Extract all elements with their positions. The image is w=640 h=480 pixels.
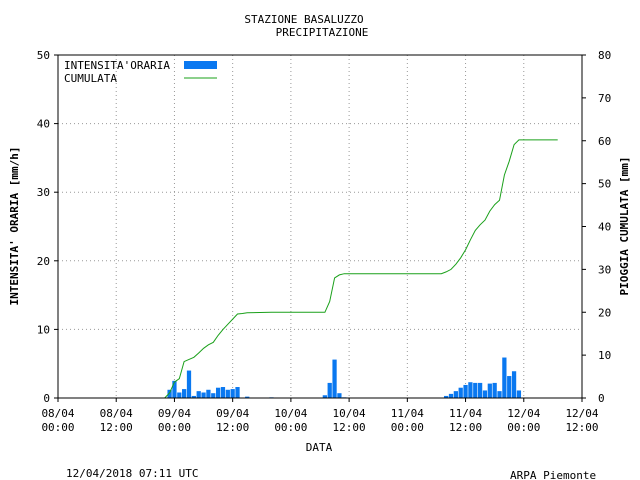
y-tick-label: 0: [43, 392, 50, 405]
legend-label-cumulative: CUMULATA: [64, 72, 117, 85]
intensity-bar: [492, 382, 497, 398]
legend: INTENSITA'ORARIA CUMULATA: [64, 59, 217, 85]
x-tick-date-label: 12/04: [507, 407, 540, 420]
x-tick-time-label: 12:00: [216, 421, 249, 434]
x-tick-time-label: 12:00: [100, 421, 133, 434]
intensity-bar: [463, 384, 468, 398]
left-axis-ticks: 0 10 20 30 40 50: [37, 49, 58, 405]
intensity-bar: [167, 389, 172, 398]
x-axis-ticks: 08/0400:0008/0412:0009/0400:0009/0412:00…: [41, 398, 599, 434]
x-axis-label: DATA: [306, 441, 333, 454]
intensity-bar: [473, 382, 478, 398]
x-tick-date-label: 10/04: [333, 407, 366, 420]
intensity-bar: [230, 389, 235, 398]
y2-tick-label: 50: [598, 178, 611, 191]
intensity-bar: [245, 396, 250, 398]
x-tick-date-label: 08/04: [100, 407, 133, 420]
grid-lines: [58, 55, 583, 398]
intensity-bar: [215, 387, 221, 398]
intensity-bar: [453, 391, 458, 398]
intensity-bar: [482, 390, 488, 398]
intensity-bar: [186, 370, 192, 398]
left-axis-label: INTENSITA' ORARIA [mm/h]: [8, 147, 21, 306]
intensity-bar: [196, 391, 201, 398]
intensity-bar: [322, 395, 327, 398]
intensity-bar: [337, 393, 342, 398]
legend-swatch-intensity: [184, 61, 217, 69]
y2-tick-label: 20: [598, 306, 611, 319]
plot-frame: [57, 54, 583, 399]
y2-tick-label: 10: [598, 349, 611, 362]
y-tick-label: 40: [37, 118, 50, 131]
intensity-bar: [502, 357, 507, 398]
x-tick-date-label: 09/04: [216, 407, 249, 420]
legend-label-intensity: INTENSITA'ORARIA: [64, 59, 170, 72]
intensity-bar: [487, 383, 492, 398]
intensity-bar: [235, 387, 240, 398]
intensity-bar: [220, 387, 226, 398]
intensity-bar: [177, 392, 182, 398]
x-tick-time-label: 12:00: [333, 421, 366, 434]
intensity-bar: [507, 376, 512, 398]
chart-subtitle: PRECIPITAZIONE: [276, 26, 369, 39]
intensity-bar: [516, 390, 522, 398]
right-axis-label: PIOGGIA CUMULATA [mm]: [618, 156, 631, 295]
x-tick-time-label: 00:00: [391, 421, 424, 434]
y2-tick-label: 80: [598, 49, 611, 62]
x-tick-date-label: 11/04: [391, 407, 424, 420]
intensity-bar: [182, 389, 187, 398]
y2-tick-label: 40: [598, 221, 611, 234]
x-tick-date-label: 12/04: [565, 407, 598, 420]
x-tick-time-label: 12:00: [565, 421, 598, 434]
intensity-bar: [225, 389, 230, 398]
x-tick-time-label: 00:00: [158, 421, 191, 434]
y2-tick-label: 0: [598, 392, 605, 405]
footer-timestamp: 12/04/2018 07:11 UTC: [66, 467, 198, 480]
intensity-bar: [444, 395, 449, 398]
y-tick-label: 50: [37, 49, 50, 62]
y2-tick-label: 60: [598, 135, 611, 148]
y-tick-label: 10: [37, 323, 50, 336]
footer-credit: ARPA Piemonte: [510, 469, 596, 480]
intensity-bar: [497, 391, 502, 398]
intensity-bar: [211, 393, 216, 398]
y2-tick-label: 30: [598, 263, 611, 276]
intensity-bars: [167, 357, 522, 398]
x-tick-time-label: 12:00: [449, 421, 482, 434]
intensity-bar: [327, 382, 332, 398]
chart-title: STAZIONE BASALUZZO: [244, 13, 363, 26]
intensity-bar: [511, 371, 517, 398]
intensity-bar: [477, 382, 483, 398]
x-tick-date-label: 11/04: [449, 407, 482, 420]
right-axis-ticks: 0 10 20 30 40 50 60 70 80: [582, 49, 611, 405]
cumulative-line-group: [58, 139, 558, 399]
intensity-bar: [191, 395, 196, 398]
y-tick-label: 30: [37, 186, 50, 199]
x-tick-time-label: 00:00: [507, 421, 540, 434]
intensity-bar: [332, 359, 337, 398]
intensity-bar: [458, 387, 463, 398]
intensity-bar: [172, 380, 177, 398]
y-tick-label: 20: [37, 255, 50, 268]
y2-tick-label: 70: [598, 92, 611, 105]
x-tick-time-label: 00:00: [41, 421, 74, 434]
x-tick-date-label: 08/04: [41, 407, 74, 420]
x-tick-date-label: 09/04: [158, 407, 191, 420]
intensity-bar: [448, 393, 454, 398]
cumulative-line: [58, 139, 558, 399]
x-tick-time-label: 00:00: [274, 421, 307, 434]
intensity-bar: [206, 389, 211, 398]
intensity-bar: [201, 392, 206, 398]
x-tick-date-label: 10/04: [274, 407, 307, 420]
intensity-bar: [468, 382, 473, 398]
